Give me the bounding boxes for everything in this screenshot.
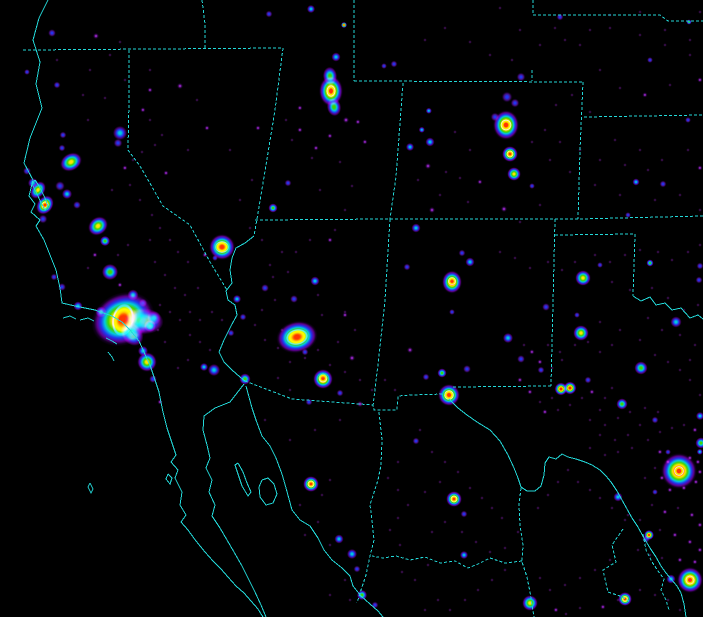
border-channel-islands-east	[79, 317, 95, 322]
border-nevada-utah-114w	[253, 47, 284, 237]
border-channel-islands-west	[62, 315, 77, 320]
border-california-coast	[23, 0, 151, 366]
border-chihuahua-durango-arm	[371, 555, 523, 569]
border-baja-pacific-coast	[149, 364, 264, 617]
border-newmexico-texas-103w	[550, 218, 556, 387]
border-chihuahua-coahuila	[518, 487, 535, 617]
border-oregon-idaho	[201, 0, 206, 48]
border-texas-panhandle-east	[632, 233, 636, 297]
border-wyoming-east-43n	[532, 0, 703, 22]
border-isla-guadalupe	[87, 482, 94, 495]
border-california-nevada	[127, 50, 228, 291]
border-red-river	[632, 295, 703, 320]
border-baja-gulf-coast	[202, 383, 267, 617]
border-nuevoleon-tamaulipas	[642, 533, 670, 611]
border-rio-grande	[448, 398, 687, 617]
border-santa-catalina	[105, 337, 118, 345]
border-san-clemente-island	[107, 351, 115, 362]
border-37n-line	[254, 215, 703, 221]
border-colorado-east-102w	[577, 81, 584, 220]
border-sonora-chihuahua	[356, 411, 383, 604]
border-coahuila-nuevoleon	[602, 528, 630, 602]
border-sonora-coast	[245, 385, 384, 617]
border-colorado-river	[218, 235, 255, 382]
border-texas-panhandle-north	[554, 233, 636, 236]
border-isla-tiburon	[258, 477, 278, 506]
border-41n-line	[353, 80, 584, 83]
border-arizona-newmexico	[372, 218, 391, 407]
border-mexico-arizona-newmexico	[244, 380, 446, 411]
border-isla-angel-guarda	[234, 462, 252, 497]
border-oregon-nevada-42n	[22, 47, 284, 51]
border-isla-cedros	[165, 473, 173, 486]
border-newmexico-texas-32n	[451, 385, 552, 388]
border-40n-line	[583, 114, 703, 118]
border-utah-colorado	[389, 82, 404, 220]
